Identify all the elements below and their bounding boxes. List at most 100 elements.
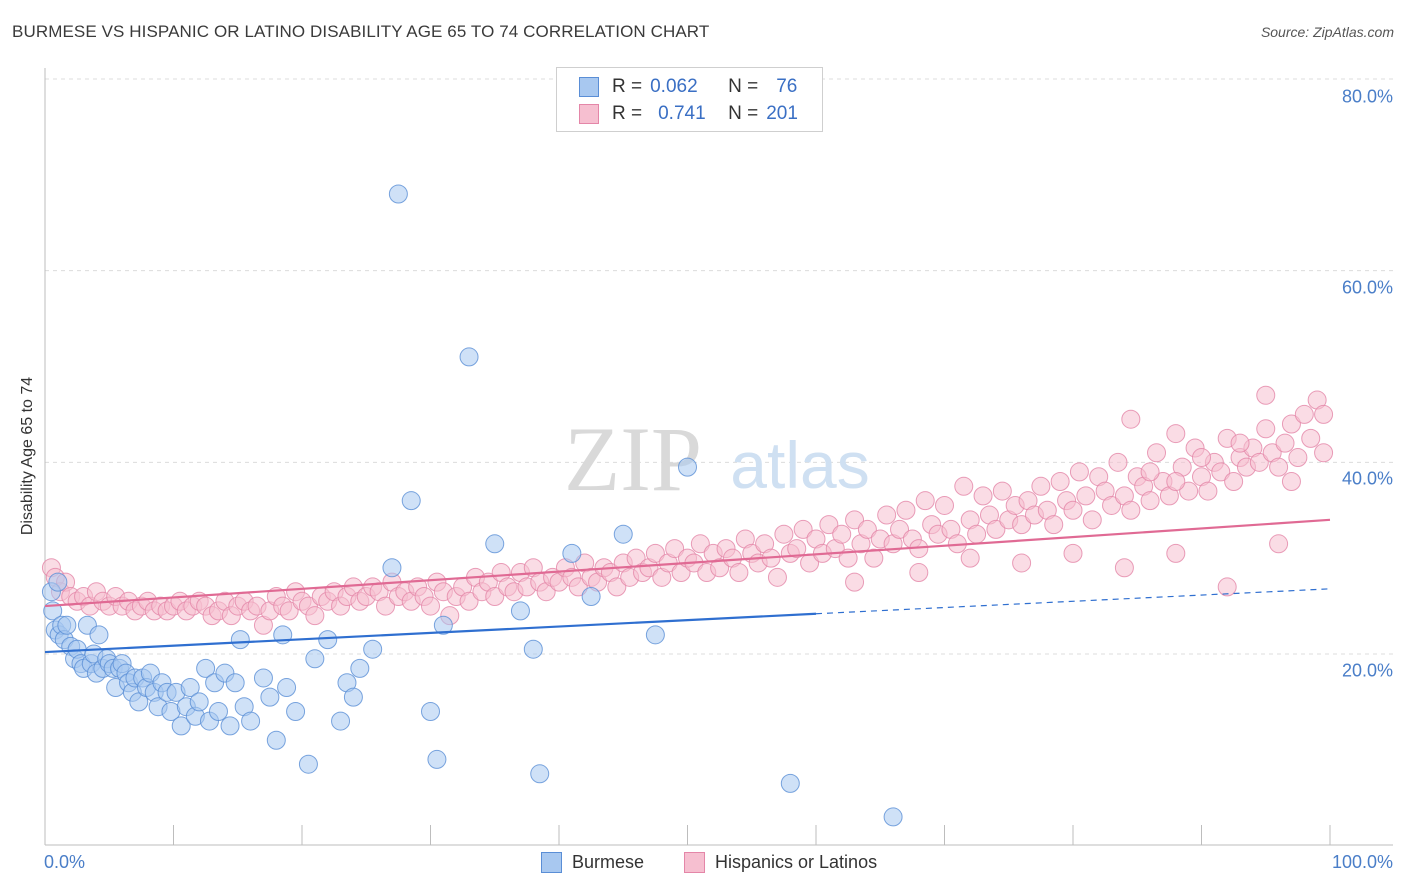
data-point — [568, 577, 588, 597]
data-point — [967, 524, 987, 544]
data-point — [845, 510, 865, 530]
data-point — [909, 563, 929, 583]
data-point — [1063, 500, 1083, 520]
data-point — [57, 615, 77, 635]
data-point — [1256, 385, 1276, 405]
data-point — [363, 639, 383, 659]
data-point — [935, 495, 954, 515]
data-point — [1012, 515, 1032, 535]
legend-swatch — [541, 852, 562, 873]
data-point — [1275, 433, 1295, 453]
data-point — [877, 505, 897, 525]
data-point — [485, 587, 505, 606]
data-point — [1288, 448, 1308, 468]
data-point — [1076, 486, 1096, 506]
data-point — [787, 539, 807, 559]
data-point — [883, 807, 903, 827]
data-point — [253, 668, 273, 688]
data-point — [857, 519, 877, 539]
data-point — [1314, 404, 1334, 424]
chart-title: BURMESE VS HISPANIC OR LATINO DISABILITY… — [12, 22, 710, 41]
data-point — [581, 587, 601, 606]
data-point — [1082, 510, 1102, 530]
watermark-zip: ZIP — [564, 408, 702, 510]
data-point — [690, 534, 710, 554]
data-point — [1069, 462, 1089, 482]
data-point — [180, 678, 200, 698]
y-tick-label: 60.0% — [1341, 277, 1393, 298]
data-point — [427, 749, 447, 769]
data-point — [241, 711, 261, 731]
trend-line — [44, 518, 1331, 608]
data-point — [305, 649, 325, 669]
watermark: ZIP atlas — [564, 408, 870, 510]
data-point — [523, 639, 543, 659]
legend-item-hispanics[interactable]: Hispanics or Latinos — [684, 852, 877, 873]
data-point — [225, 673, 245, 693]
legend-label: Burmese — [572, 852, 645, 872]
data-point — [1140, 462, 1160, 482]
data-point — [266, 730, 286, 750]
data-point — [510, 601, 530, 621]
data-point — [1281, 472, 1301, 491]
data-point — [890, 519, 910, 539]
trend-line-extension — [815, 588, 1331, 615]
data-point — [1012, 553, 1032, 573]
legend-r-label: R = — [612, 103, 643, 124]
y-tick-label: 80.0% — [1341, 86, 1393, 107]
data-point — [1121, 500, 1141, 520]
axes — [44, 68, 1393, 846]
data-point — [1166, 472, 1186, 491]
data-point — [1314, 443, 1334, 463]
x-tick-label: 100.0% — [1331, 852, 1393, 872]
data-point — [401, 491, 421, 511]
legend-n-label: N = — [728, 76, 759, 97]
data-point — [607, 577, 627, 597]
data-point — [645, 625, 665, 645]
data-point — [459, 347, 479, 367]
data-point — [1166, 543, 1186, 563]
data-point — [1121, 409, 1141, 429]
data-point — [678, 457, 697, 477]
data-point — [189, 692, 209, 712]
data-point — [376, 596, 396, 616]
data-point — [208, 702, 228, 721]
data-point — [645, 543, 665, 563]
data-point — [780, 773, 800, 793]
data-point — [1249, 452, 1269, 472]
data-point — [896, 500, 916, 520]
data-point — [485, 534, 505, 554]
data-point — [1269, 534, 1289, 554]
data-point — [279, 601, 299, 621]
data-point — [613, 524, 633, 544]
data-point — [1031, 476, 1051, 496]
data-point — [774, 524, 794, 544]
data-point — [1050, 472, 1070, 491]
watermark-atlas: atlas — [730, 428, 869, 502]
data-point — [388, 184, 408, 204]
data-point — [318, 630, 338, 650]
data-point — [793, 519, 813, 539]
data-point — [845, 572, 865, 592]
data-point — [89, 625, 109, 645]
data-point — [298, 754, 318, 774]
data-point — [1140, 491, 1160, 511]
data-point — [1198, 481, 1218, 501]
data-point — [220, 716, 240, 736]
chart-source: Source: ZipAtlas.com — [1260, 24, 1394, 40]
data-point — [530, 764, 550, 784]
data-point — [1102, 495, 1122, 515]
legend-item-burmese[interactable]: Burmese — [541, 852, 644, 873]
data-point — [710, 558, 730, 578]
legend-r-value: 0.062 — [650, 76, 698, 97]
legend-label: Hispanics or Latinos — [715, 852, 878, 872]
legend-n-value: 201 — [766, 103, 798, 124]
legend-r-label: R = — [612, 76, 643, 97]
y-tick-label: 40.0% — [1341, 468, 1393, 489]
data-point — [665, 539, 685, 559]
data-point — [1063, 543, 1083, 563]
data-point — [1166, 424, 1186, 444]
data-point — [421, 596, 440, 616]
data-point — [1217, 577, 1237, 597]
